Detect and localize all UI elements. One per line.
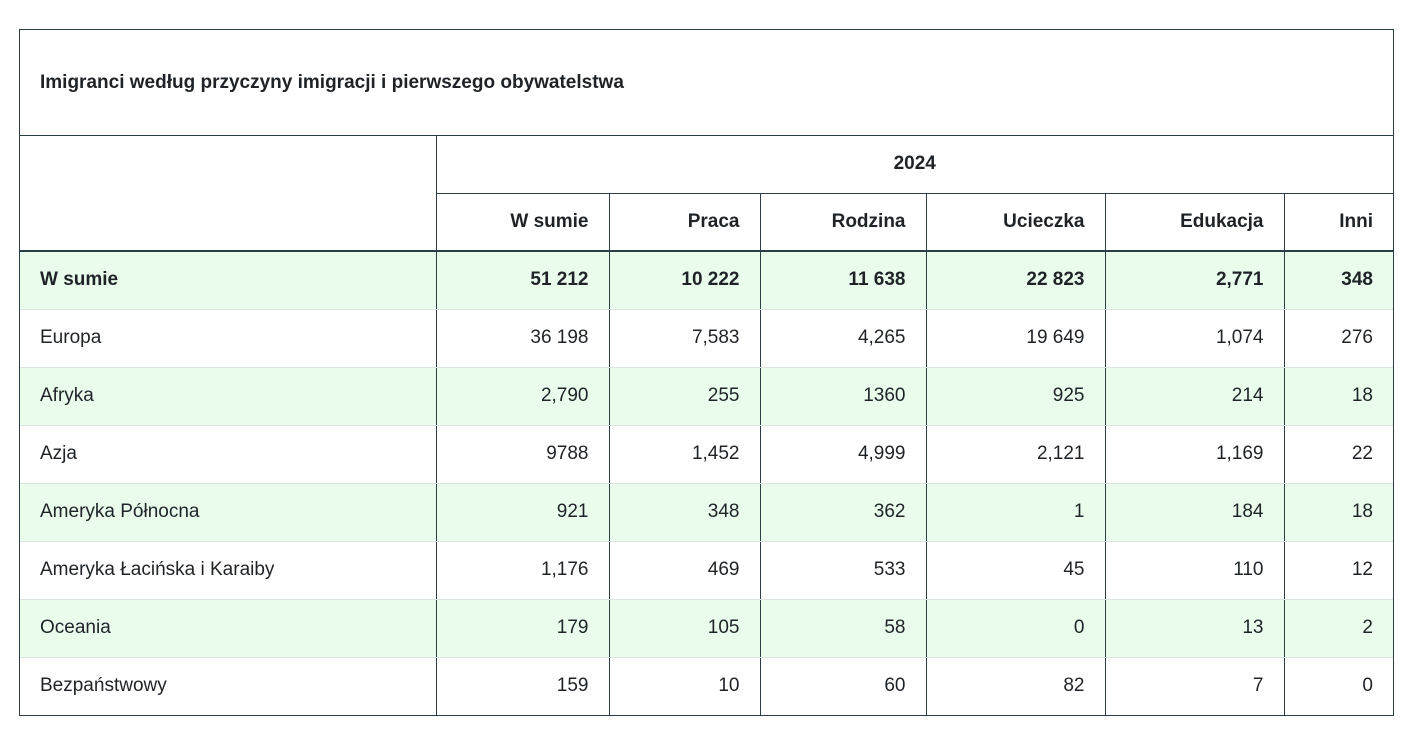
year-header: 2024 bbox=[436, 136, 1393, 194]
row-header-corner bbox=[20, 136, 437, 252]
table-cell: 9788 bbox=[435, 425, 609, 484]
table-cell: 7,583 bbox=[608, 309, 760, 368]
table-cell: 2 bbox=[1283, 599, 1393, 658]
table-cell: 7 bbox=[1104, 657, 1284, 715]
table-cell: 179 bbox=[435, 599, 609, 658]
table-cell: 533 bbox=[759, 541, 926, 600]
table-cell: 4,265 bbox=[759, 309, 926, 368]
table-row: Ameryka Północna 921 348 362 1 184 18 bbox=[20, 483, 1393, 542]
table-row: Europa 36 198 7,583 4,265 19 649 1,074 276 bbox=[20, 309, 1393, 368]
table-cell: 58 bbox=[759, 599, 926, 658]
immigrants-table: 2024 W sumie Praca Rodzina Ucieczka Eduk… bbox=[20, 136, 1393, 715]
table-cell: 184 bbox=[1104, 483, 1284, 542]
table-cell: 348 bbox=[608, 483, 760, 542]
table-cell: 1 bbox=[925, 483, 1105, 542]
table-cell: 2,121 bbox=[925, 425, 1105, 484]
table-cell: 4,999 bbox=[759, 425, 926, 484]
table-cell: 348 bbox=[1283, 251, 1393, 310]
table-cell: 925 bbox=[925, 367, 1105, 426]
data-table-container: Imigranci według przyczyny imigracji i p… bbox=[19, 29, 1394, 716]
table-cell: 82 bbox=[925, 657, 1105, 715]
table-cell: 60 bbox=[759, 657, 926, 715]
table-cell: 10 222 bbox=[608, 251, 760, 310]
column-header-education: Edukacja bbox=[1104, 193, 1284, 252]
row-label: W sumie bbox=[20, 251, 436, 310]
table-cell: 1360 bbox=[759, 367, 926, 426]
table-cell: 276 bbox=[1283, 309, 1393, 368]
row-label: Europa bbox=[20, 309, 436, 368]
table-cell: 159 bbox=[435, 657, 609, 715]
table-cell: 1,452 bbox=[608, 425, 760, 484]
table-body: W sumie 51 212 10 222 11 638 22 823 2,771 348 E… bbox=[20, 251, 1393, 715]
table-cell: 0 bbox=[1283, 657, 1393, 715]
table-row: Afryka 2,790 255 1360 925 214 18 bbox=[20, 367, 1393, 426]
row-label: Ameryka Łacińska i Karaiby bbox=[20, 541, 436, 600]
column-header-family: Rodzina bbox=[759, 193, 926, 252]
row-label: Bezpaństwowy bbox=[40, 675, 167, 697]
row-label: Oceania bbox=[20, 599, 436, 658]
table-cell: 1,169 bbox=[1104, 425, 1284, 484]
table-cell: 36 198 bbox=[435, 309, 609, 368]
column-header-total: W sumie bbox=[436, 193, 609, 252]
table-cell: 22 823 bbox=[925, 251, 1105, 310]
table-cell: 0 bbox=[925, 599, 1105, 658]
table-row: Bezpaństwowy 159 10 60 82 7 0 bbox=[20, 657, 1393, 715]
table-cell: 214 bbox=[1104, 367, 1284, 426]
table-cell: 255 bbox=[608, 367, 760, 426]
table-cell: 921 bbox=[435, 483, 609, 542]
row-label: Ameryka Północna bbox=[20, 483, 436, 542]
table-row: Azja 9788 1,452 4,999 2,121 1,169 22 bbox=[20, 425, 1393, 484]
table-cell: 1,074 bbox=[1104, 309, 1284, 368]
table-cell: 18 bbox=[1283, 483, 1393, 542]
table-title: Imigranci według przyczyny imigracji i p… bbox=[20, 30, 1393, 136]
table-cell: 45 bbox=[925, 541, 1105, 600]
table-cell: 362 bbox=[759, 483, 926, 542]
table-cell: 51 212 bbox=[435, 251, 609, 310]
table-cell: 13 bbox=[1104, 599, 1284, 658]
table-cell: 2,790 bbox=[435, 367, 609, 426]
table-cell: 12 bbox=[1283, 541, 1393, 600]
row-label: Azja bbox=[20, 425, 436, 484]
column-header-other: Inni bbox=[1283, 193, 1393, 252]
table-row-total: W sumie 51 212 10 222 11 638 22 823 2,771 348 bbox=[20, 251, 1393, 310]
table-cell: 19 649 bbox=[925, 309, 1105, 368]
table-cell: 11 638 bbox=[759, 251, 926, 310]
table-cell: 18 bbox=[1283, 367, 1393, 426]
table-cell: 1,176 bbox=[435, 541, 609, 600]
table-row: Ameryka Łacińska i Karaiby 1,176 469 533 45 1… bbox=[20, 541, 1393, 600]
column-header-work: Praca bbox=[608, 193, 760, 252]
table-cell: 2,771 bbox=[1104, 251, 1284, 310]
table-row: Oceania 179 105 58 0 13 2 bbox=[20, 599, 1393, 658]
table-cell: 469 bbox=[608, 541, 760, 600]
table-cell: 22 bbox=[1283, 425, 1393, 484]
table-cell: 10 bbox=[608, 657, 760, 715]
table-cell: 105 bbox=[608, 599, 760, 658]
column-header-refuge: Ucieczka bbox=[925, 193, 1105, 252]
row-label: Afryka bbox=[20, 367, 436, 426]
table-cell: 110 bbox=[1104, 541, 1284, 600]
